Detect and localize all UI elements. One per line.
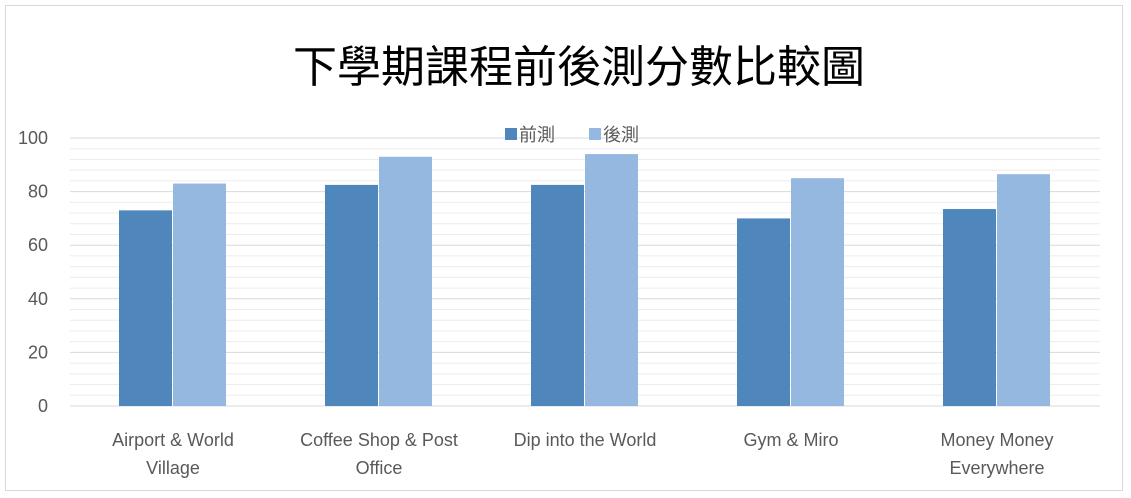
x-axis-labels: Airport & World Village Coffee Shop & Post… — [112, 430, 1053, 478]
legend-label: 前測 — [519, 125, 555, 146]
y-axis-ticks: 0 20 40 60 80 100 — [18, 128, 48, 416]
legend-label: 後測 — [603, 125, 639, 146]
legend-swatch — [589, 128, 601, 140]
x-category-label: Village — [146, 458, 200, 478]
bar-post-2 — [379, 156, 432, 406]
x-category-label: Gym & Miro — [743, 430, 838, 450]
x-category-label: Money Money — [940, 430, 1053, 450]
legend-swatch — [505, 128, 517, 140]
y-tick-label: 20 — [28, 342, 48, 362]
bars — [119, 154, 1050, 406]
y-tick-label: 100 — [18, 128, 48, 148]
chart-title: 下學期課程前後測分數比較圖 — [293, 42, 865, 93]
bar-pre-4 — [737, 218, 790, 406]
bar-post-4 — [791, 178, 844, 406]
bar-post-5 — [997, 174, 1050, 406]
x-category-label: Airport & World — [112, 430, 234, 450]
y-tick-label: 0 — [38, 396, 48, 416]
y-tick-label: 80 — [28, 182, 48, 202]
y-tick-label: 60 — [28, 235, 48, 255]
x-category-label: Coffee Shop & Post — [300, 430, 458, 450]
x-category-label: Dip into the World — [514, 430, 657, 450]
legend: 前測 後測 — [505, 125, 639, 146]
x-category-label: Office — [356, 458, 403, 478]
x-category-label: Everywhere — [949, 458, 1044, 478]
y-tick-label: 40 — [28, 289, 48, 309]
bar-pre-2 — [325, 184, 378, 406]
bar-pre-1 — [119, 210, 172, 406]
bar-post-3 — [585, 154, 638, 406]
bar-pre-5 — [943, 209, 996, 406]
bar-pre-3 — [531, 184, 584, 406]
bar-post-1 — [173, 183, 226, 406]
